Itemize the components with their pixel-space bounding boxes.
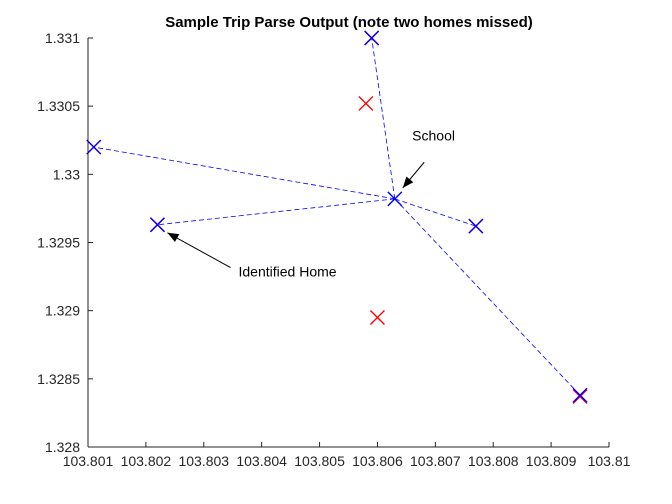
- x-tick-label: 103.805: [294, 453, 345, 469]
- x-marker-stroke: [86, 139, 102, 155]
- y-tick-label: 1.3285: [37, 371, 80, 387]
- data-point: [468, 218, 484, 234]
- data-point: [572, 389, 588, 405]
- x-tick-label: 103.804: [236, 453, 287, 469]
- trip-line: [394, 198, 581, 396]
- x-marker-stroke: [572, 387, 588, 403]
- x-marker-stroke: [387, 191, 403, 207]
- y-tick-label: 1.331: [45, 30, 80, 46]
- y-tick-label: 1.328: [45, 439, 80, 455]
- x-ticks: 103.801 103.802 103.803 103.804 103.805 103.8…: [63, 442, 631, 469]
- x-tick-label: 103.803: [178, 453, 229, 469]
- annotation-arrow-line: [167, 232, 231, 269]
- data-point: [387, 191, 403, 207]
- data-point: [364, 30, 380, 46]
- x-tick-label: 103.81: [588, 453, 631, 469]
- annotation-arrowhead: [402, 176, 414, 188]
- x-tick-label: 103.808: [468, 453, 519, 469]
- x-tick-label: 103.809: [526, 453, 577, 469]
- markers: [86, 30, 588, 405]
- x-marker-stroke: [149, 217, 165, 233]
- y-tick-label: 1.3305: [37, 98, 80, 114]
- trip-lines: [93, 37, 581, 396]
- data-point: [86, 139, 102, 155]
- data-point: [369, 309, 385, 325]
- x-marker-stroke: [358, 95, 374, 111]
- annotation-label: School: [412, 127, 455, 143]
- y-tick-label: 1.33: [53, 166, 80, 182]
- y-tick-label: 1.329: [45, 303, 80, 319]
- annotation-arrowhead: [167, 232, 180, 243]
- x-tick-label: 103.801: [63, 453, 114, 469]
- x-tick-label: 103.806: [352, 453, 403, 469]
- y-tick-label: 1.3295: [37, 235, 80, 251]
- x-tick-label: 103.802: [121, 453, 172, 469]
- y-ticks: 1.328 1.3285 1.329 1.3295 1.33 1.3305 1.331: [37, 30, 93, 455]
- axes: [87, 38, 609, 448]
- x-marker-stroke: [572, 389, 588, 405]
- x-marker-stroke: [468, 218, 484, 234]
- chart-title: Sample Trip Parse Output (note two homes…: [165, 14, 533, 31]
- trip-line: [93, 146, 395, 200]
- annotations: School Identified Home: [167, 127, 455, 280]
- x-tick-label: 103.807: [410, 453, 461, 469]
- trip-line: [394, 198, 476, 227]
- x-marker-stroke: [364, 30, 380, 46]
- trip-line: [371, 37, 396, 199]
- data-point: [358, 95, 374, 111]
- data-point: [149, 217, 165, 233]
- annotation-label: Identified Home: [239, 264, 337, 280]
- x-marker-stroke: [369, 309, 385, 325]
- data-point: [572, 387, 588, 403]
- plot-area: [88, 38, 609, 447]
